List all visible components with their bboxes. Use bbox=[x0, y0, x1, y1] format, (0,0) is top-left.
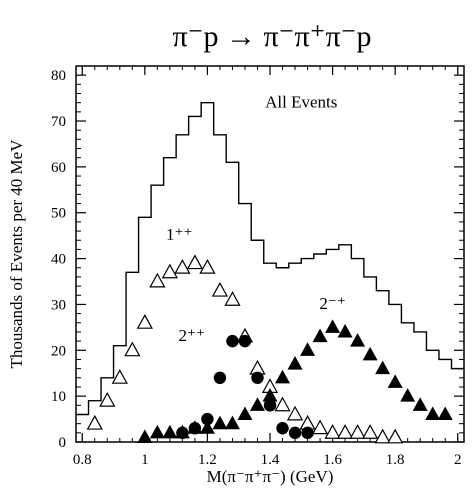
y-tick-label: 40 bbox=[51, 252, 66, 268]
filled-circle-point bbox=[226, 334, 239, 348]
y-tick-label: 30 bbox=[51, 297, 66, 313]
filled-triangle-point bbox=[287, 356, 303, 370]
y-axis-label: Thousands of Events per 40 MeV bbox=[7, 139, 26, 369]
open-triangle-point bbox=[211, 281, 229, 297]
filled-circle-point bbox=[213, 371, 227, 385]
filled-triangle-point bbox=[300, 342, 316, 356]
filled-circle-point bbox=[263, 399, 277, 412]
filled-circle-point bbox=[288, 426, 302, 440]
filled-triangle-point bbox=[212, 415, 228, 430]
filled-triangle-point bbox=[412, 397, 428, 411]
series-annotation: All Events bbox=[265, 92, 337, 111]
x-tick-label: 1.2 bbox=[198, 452, 217, 468]
filled-triangle-point bbox=[275, 369, 291, 384]
open-triangle-point bbox=[111, 369, 128, 384]
filled-triangle-point bbox=[325, 319, 341, 333]
open-triangle-point bbox=[324, 424, 341, 439]
filled-triangle-point bbox=[174, 424, 190, 439]
open-triangle-point bbox=[136, 314, 153, 329]
series-annotation: 2⁺⁺ bbox=[179, 326, 205, 345]
x-axis-label: M(π⁻π⁺π⁻) (GeV) bbox=[207, 467, 334, 486]
filled-triangle-point bbox=[337, 323, 353, 338]
open-triangle-point bbox=[186, 254, 204, 270]
open-triangle-point bbox=[149, 272, 166, 288]
open-triangle-point bbox=[199, 259, 216, 274]
open-triangle-point bbox=[224, 291, 241, 306]
x-tick-label: 2 bbox=[454, 452, 462, 468]
filled-circle-point bbox=[276, 422, 289, 435]
x-tick-label: 1.8 bbox=[386, 452, 405, 468]
open-triangle-point bbox=[349, 424, 366, 439]
series-open-triangle bbox=[86, 254, 404, 444]
y-tick-label: 20 bbox=[51, 343, 66, 359]
x-tick-label: 1.6 bbox=[323, 452, 342, 468]
open-triangle-point bbox=[336, 424, 354, 439]
series-annotation: 1⁺⁺ bbox=[166, 225, 192, 244]
y-tick-label: 50 bbox=[51, 206, 66, 222]
filled-circle-point bbox=[201, 412, 214, 426]
open-triangle-point bbox=[286, 405, 304, 421]
y-tick-label: 70 bbox=[51, 114, 66, 130]
open-triangle-point bbox=[387, 428, 404, 444]
y-tick-label: 10 bbox=[51, 389, 66, 405]
annotations: All Events 1⁺⁺ 2⁺⁺ 2⁻⁺ bbox=[166, 92, 346, 345]
open-triangle-point bbox=[374, 428, 391, 444]
filled-triangle-point bbox=[137, 429, 153, 443]
series-annotation: 2⁻⁺ bbox=[319, 294, 345, 313]
filled-triangle-point bbox=[199, 420, 215, 434]
y-tick-label: 60 bbox=[51, 160, 66, 176]
open-triangle-point bbox=[311, 419, 329, 435]
series-filled-circle bbox=[176, 334, 314, 440]
series-filled-triangle bbox=[137, 319, 453, 443]
all-events-histogram bbox=[76, 101, 464, 416]
open-triangle-point bbox=[274, 396, 291, 412]
open-triangle-point bbox=[361, 424, 379, 439]
marker-series bbox=[86, 254, 453, 444]
open-triangle-point bbox=[161, 263, 179, 279]
open-triangle-point bbox=[174, 259, 191, 274]
filled-triangle-point bbox=[224, 415, 240, 430]
y-tick-label: 0 bbox=[59, 435, 67, 451]
filled-triangle-point bbox=[375, 360, 391, 375]
filled-circle-point bbox=[238, 334, 252, 348]
filled-triangle-point bbox=[362, 346, 378, 361]
filled-triangle-point bbox=[387, 374, 403, 388]
x-tick-label: 1 bbox=[141, 452, 149, 468]
x-axis-ticks: 0.8 1 1.2 1.4 1.6 1.8 2 bbox=[73, 66, 462, 468]
filled-triangle-point bbox=[249, 397, 265, 411]
chart-title: π⁻p → π⁻π⁺π⁻p bbox=[173, 20, 372, 53]
filled-triangle-point bbox=[187, 420, 203, 434]
y-tick-label: 80 bbox=[51, 68, 66, 84]
x-tick-label: 0.8 bbox=[73, 452, 92, 468]
x-tick-label: 1.4 bbox=[261, 452, 280, 468]
filled-triangle-point bbox=[425, 406, 441, 421]
filled-triangle-point bbox=[237, 406, 253, 421]
filled-circle-point bbox=[301, 426, 314, 440]
filled-triangle-point bbox=[262, 388, 278, 402]
open-triangle-point bbox=[124, 341, 141, 357]
filled-triangle-point bbox=[400, 388, 416, 402]
filled-triangle-point bbox=[312, 328, 328, 343]
open-triangle-point bbox=[99, 391, 116, 407]
filled-triangle-point bbox=[162, 424, 178, 439]
filled-circle-point bbox=[251, 371, 264, 385]
open-triangle-point bbox=[86, 414, 103, 430]
filled-triangle-point bbox=[149, 424, 165, 439]
filled-triangle-point bbox=[437, 406, 453, 421]
y-axis-ticks: 0 10 20 30 40 50 60 70 80 bbox=[51, 68, 464, 451]
filled-triangle-point bbox=[350, 333, 366, 347]
